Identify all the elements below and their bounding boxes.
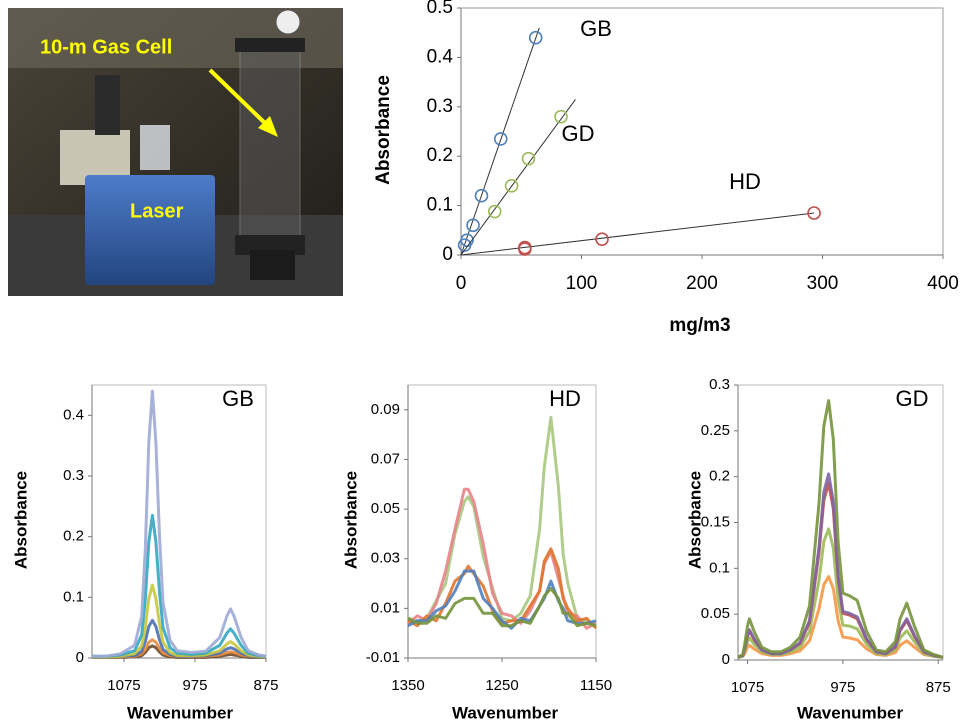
x-tick-label: 875 [253,677,278,694]
photo-beaker [140,125,170,170]
x-axis-label: Wavenumber [797,703,904,722]
y-tick-label: 0.1 [709,559,730,576]
x-tick-label: 875 [926,679,951,696]
y-axis-label: Absorbance [341,471,360,569]
photo-arrowhead [258,116,278,137]
photo-cell-cap [235,38,305,52]
spectrum-line [737,399,944,659]
x-axis-label: Wavenumber [452,703,559,722]
y-tick-label: 0.2 [427,145,453,166]
y-tick-label: 0.5 [427,0,453,18]
y-tick-label: 0 [722,651,730,668]
spectrum-line [737,472,944,659]
y-tick-label: 0.05 [701,605,730,622]
photo-laser [85,175,215,285]
y-tick-label: 0.05 [371,500,400,517]
spectrum-line [737,575,944,659]
y-tick-label: 0.25 [701,422,730,439]
spectrum-line [737,527,944,659]
photo-controller [95,75,120,135]
photo-mount [250,250,295,280]
fit-line [460,27,540,256]
y-tick-label: 0.03 [371,550,400,567]
series-label: HD [729,169,761,194]
y-tick-label: 0.01 [371,599,400,616]
point [504,179,519,193]
y-axis-label: Absorbance [685,471,704,569]
spectrum-line [92,513,267,658]
spectrum-line [92,583,267,659]
point [554,109,568,124]
x-tick-label: 1150 [580,677,612,694]
spectrum-line [92,618,266,659]
x-tick-label: 975 [182,677,207,694]
y-tick-label: -0.01 [366,649,400,666]
x-tick-label: 975 [830,679,855,696]
x-tick-label: 400 [927,273,959,294]
spectrum-line [92,389,267,658]
fit-line [460,99,576,256]
y-axis-label: Absorbance [11,471,30,569]
chart-title: GD [896,386,929,411]
y-tick-label: 0.15 [701,513,730,530]
y-tick-label: 0.4 [63,406,84,423]
y-axis-label: Absorbance [373,75,394,185]
point [595,232,609,246]
point [807,206,821,220]
point [518,242,532,256]
y-tick-label: 0.09 [371,401,400,418]
series-label: GD [562,121,595,146]
point [466,218,480,233]
photo-gauge [275,9,301,35]
point [474,188,489,203]
y-tick-label: 0.2 [709,468,730,485]
spectrum-line [407,587,597,628]
x-tick-label: 1250 [485,677,518,694]
chart-title: GB [222,386,254,411]
y-tick-label: 0.4 [427,46,454,67]
y-tick-label: 0 [442,244,453,265]
x-axis-label: Wavenumber [127,703,234,722]
x-tick-label: 1075 [731,679,764,696]
x-tick-label: 0 [456,273,467,294]
series-label: GB [580,16,612,41]
x-tick-label: 200 [686,273,718,294]
point [528,30,543,45]
photo-label: 10-m Gas Cell [40,36,172,58]
x-tick-label: 1350 [391,677,424,694]
photo-label: Laser [130,200,184,222]
x-axis-label: mg/m3 [669,315,730,336]
point [487,204,502,219]
y-tick-label: 0 [76,649,84,666]
spectrum-line [407,415,597,628]
point [521,151,536,166]
photo-gas-cell [239,44,301,251]
x-tick-label: 100 [566,273,598,294]
y-tick-label: 0.2 [63,528,84,545]
y-tick-label: 0.3 [709,376,730,393]
plot-frame [91,384,267,659]
y-tick-label: 0.1 [427,195,453,216]
y-tick-label: 0.3 [427,96,453,117]
x-tick-label: 1075 [107,677,140,694]
y-tick-label: 0.1 [63,588,84,605]
x-tick-label: 300 [807,273,839,294]
point [493,132,508,146]
photo-arrow [208,68,272,130]
photo: 10-m Gas Cell Laser [8,8,343,296]
y-tick-label: 0.07 [371,450,400,467]
chart-title: HD [549,386,581,411]
y-tick-label: 0.3 [63,467,84,484]
fit-line [460,212,815,256]
